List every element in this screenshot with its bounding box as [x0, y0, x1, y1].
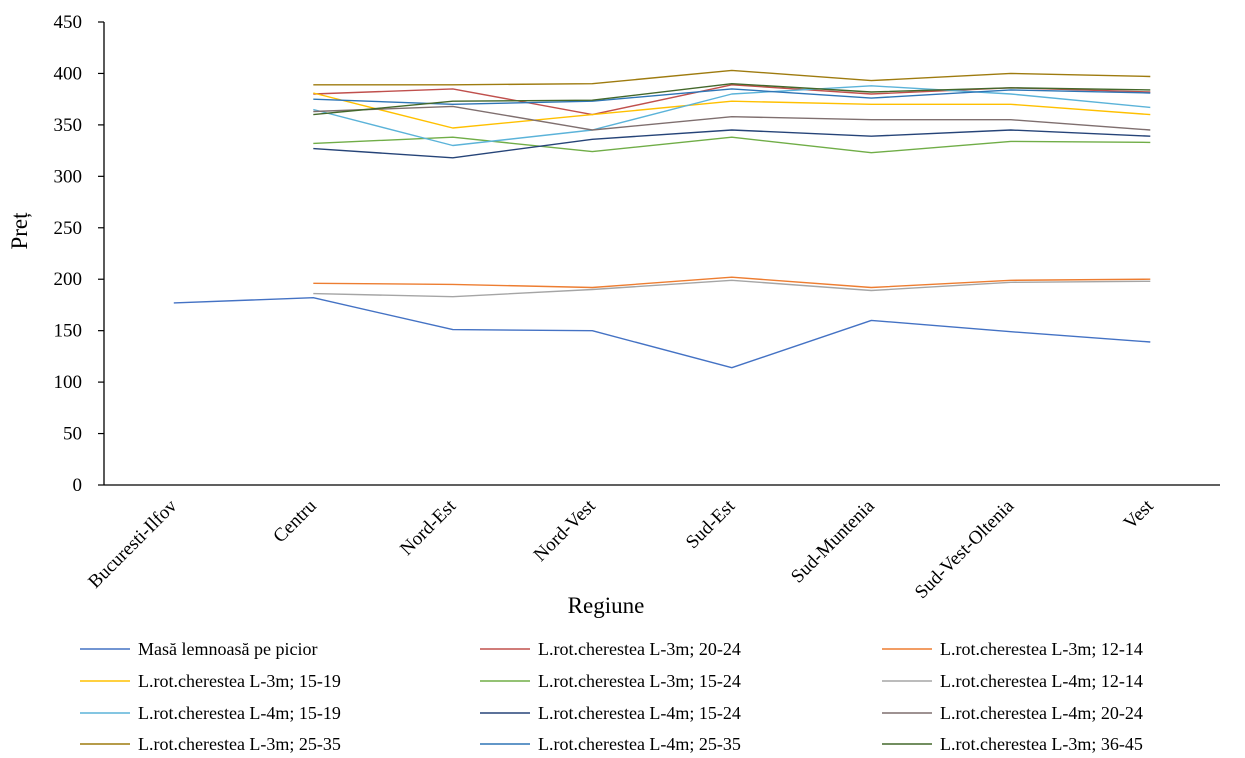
series-line: [313, 276, 1151, 289]
y-tick-label: 100: [54, 372, 83, 393]
x-tick-label: Sud-Muntenia: [787, 495, 879, 587]
legend-label: L.rot.cherestea L-3m; 15-24: [538, 671, 741, 691]
legend-label: L.rot.cherestea L-4m; 15-19: [138, 703, 341, 723]
legend-label: L.rot.cherestea L-3m; 15-19: [138, 671, 341, 691]
legend-item: L.rot.cherestea L-4m; 20-24: [882, 703, 1143, 723]
y-tick-label: 300: [54, 166, 83, 187]
legend-item: L.rot.cherestea L-3m; 12-14: [882, 639, 1143, 659]
legend-item: L.rot.cherestea L-3m; 15-24: [480, 671, 741, 691]
legend-label: L.rot.cherestea L-4m; 20-24: [940, 703, 1143, 723]
x-tick-label: Nord-Est: [396, 495, 461, 560]
legend-item: L.rot.cherestea L-3m; 20-24: [480, 639, 741, 659]
legend-label: L.rot.cherestea L-3m; 20-24: [538, 639, 741, 659]
legend-item: Masă lemnoasă pe picior: [80, 639, 317, 659]
y-tick-label: 200: [54, 269, 83, 290]
legend-label: L.rot.cherestea L-3m; 12-14: [940, 639, 1143, 659]
x-tick-label: Vest: [1120, 495, 1158, 533]
y-tick-label: 50: [63, 424, 82, 445]
legend-label: Masă lemnoasă pe picior: [138, 639, 317, 659]
legend-item: L.rot.cherestea L-3m; 15-19: [80, 671, 341, 691]
y-tick-label: 450: [54, 12, 83, 33]
legend-label: L.rot.cherestea L-3m; 36-45: [940, 734, 1143, 754]
legend-item: L.rot.cherestea L-3m; 36-45: [882, 734, 1143, 754]
y-tick-label: 0: [73, 475, 83, 496]
legend-label: L.rot.cherestea L-4m; 15-24: [538, 703, 741, 723]
y-axis-title: Preț: [7, 212, 32, 250]
series-line: [313, 136, 1151, 154]
series-line: [313, 279, 1151, 298]
y-tick-label: 150: [54, 321, 83, 342]
x-tick-label: Bucuresti-Ilfov: [84, 495, 181, 592]
legend-label: L.rot.cherestea L-4m; 25-35: [538, 734, 741, 754]
series-lines: [173, 69, 1151, 369]
y-tick-label: 400: [54, 63, 83, 84]
series-line: [173, 297, 1151, 369]
legend: Masă lemnoasă pe picior L.rot.cherestea L…: [80, 639, 1143, 754]
x-tick-label: Nord-Vest: [530, 495, 601, 566]
legend-item: L.rot.cherestea L-4m; 15-19: [80, 703, 341, 723]
legend-item: L.rot.cherestea L-4m; 15-24: [480, 703, 741, 723]
series-line: [313, 69, 1151, 86]
y-tick-label: 350: [54, 115, 83, 136]
legend-item: L.rot.cherestea L-4m; 25-35: [480, 734, 741, 754]
y-axis-ticks: 0 50 100 150 200 250 300 350 400 450: [54, 12, 104, 496]
x-tick-label: Centru: [269, 495, 321, 547]
legend-label: L.rot.cherestea L-3m; 25-35: [138, 734, 341, 754]
series-line: [313, 85, 1151, 147]
x-axis-ticks: Bucuresti-Ilfov Centru Nord-Est Nord-Vest Su…: [84, 495, 1158, 603]
series-line: [313, 129, 1151, 159]
series-line: [313, 83, 1151, 116]
series-line: [313, 88, 1151, 105]
legend-item: L.rot.cherestea L-4m; 12-14: [882, 671, 1143, 691]
legend-item: L.rot.cherestea L-3m; 25-35: [80, 734, 341, 754]
y-tick-label: 250: [54, 218, 83, 239]
series-line: [313, 92, 1151, 129]
x-tick-label: Sud-Est: [682, 495, 740, 553]
legend-label: L.rot.cherestea L-4m; 12-14: [940, 671, 1143, 691]
x-axis-title: Regiune: [568, 593, 645, 618]
x-tick-label: Sud-Vest-Oltenia: [911, 495, 1019, 603]
series-line: [313, 105, 1151, 131]
